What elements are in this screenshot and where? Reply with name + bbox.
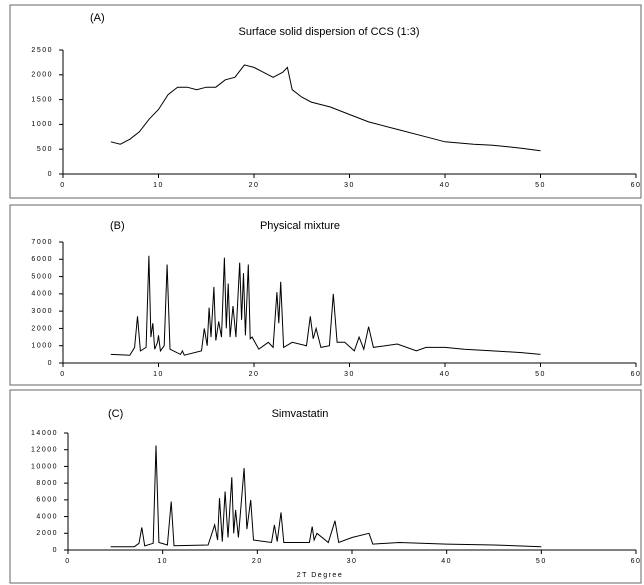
chart-title: Physical mixture [260, 220, 340, 232]
y-tick-label: 2500 [31, 47, 53, 54]
x-tick-label: 30 [344, 371, 355, 378]
x-tick-label: 20 [252, 558, 263, 565]
data-line [110, 255, 541, 356]
y-tick-label: 14000 [31, 430, 58, 437]
y-tick-label: 2000 [36, 530, 58, 537]
y-tick-label: 12000 [31, 447, 58, 454]
y-tick-label: 5000 [31, 273, 53, 280]
y-tick-label: 10000 [31, 463, 58, 470]
x-tick-label: 50 [536, 558, 547, 565]
x-axis-label: 2T Degree [297, 572, 343, 579]
panel-frame [9, 389, 642, 584]
panel-frame [9, 204, 642, 386]
panel-frame [9, 4, 642, 199]
y-tick-label: 1500 [31, 96, 53, 103]
y-tick-label: 3000 [31, 308, 53, 315]
x-tick-label: 60 [631, 558, 642, 565]
x-tick-label: 10 [157, 558, 168, 565]
x-tick-label: 0 [60, 182, 65, 189]
x-tick-label: 30 [347, 558, 358, 565]
panel-label: (A) [90, 12, 105, 24]
x-tick-label: 40 [440, 182, 451, 189]
chart-title: Surface solid dispersion of CCS (1:3) [239, 26, 420, 38]
x-tick-label: 50 [535, 371, 546, 378]
data-line [110, 445, 542, 548]
y-tick-label: 0 [48, 360, 53, 367]
y-tick-label: 8000 [36, 480, 58, 487]
x-tick-label: 0 [65, 558, 70, 565]
x-tick-label: 40 [440, 371, 451, 378]
x-tick-label: 20 [249, 371, 260, 378]
y-tick-label: 7000 [31, 239, 53, 246]
y-tick-label: 500 [37, 146, 53, 153]
y-tick-label: 1000 [31, 343, 53, 350]
x-tick-label: 0 [60, 371, 65, 378]
panel-label: (C) [108, 408, 123, 420]
x-tick-label: 50 [535, 182, 546, 189]
panel-label: (B) [110, 220, 125, 232]
y-tick-label: 6000 [36, 497, 58, 504]
x-tick-label: 30 [344, 182, 355, 189]
x-tick-label: 10 [153, 182, 164, 189]
x-tick-label: 40 [441, 558, 452, 565]
y-tick-label: 2000 [31, 72, 53, 79]
y-tick-label: 6000 [31, 256, 53, 263]
y-tick-label: 2000 [31, 325, 53, 332]
data-line [110, 64, 541, 152]
x-tick-label: 60 [631, 371, 642, 378]
x-tick-label: 20 [249, 182, 260, 189]
y-tick-label: 0 [53, 547, 58, 554]
y-tick-label: 4000 [31, 291, 53, 298]
x-tick-label: 10 [153, 371, 164, 378]
x-tick-label: 60 [631, 182, 642, 189]
chart-title: Simvastatin [272, 408, 329, 420]
y-tick-label: 1000 [31, 121, 53, 128]
y-tick-label: 0 [48, 171, 53, 178]
y-tick-label: 4000 [36, 513, 58, 520]
